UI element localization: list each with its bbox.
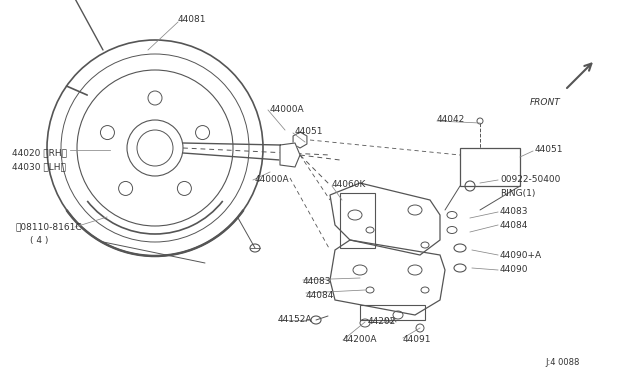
Bar xyxy=(460,148,520,186)
Text: 44051: 44051 xyxy=(295,127,323,136)
Text: ( 4 ): ( 4 ) xyxy=(30,236,49,245)
Text: 44200A: 44200A xyxy=(343,335,378,344)
Text: Ⓑ08110-8161C: Ⓑ08110-8161C xyxy=(15,222,82,231)
Text: 44084: 44084 xyxy=(306,291,334,300)
Text: 44030 〈LH〉: 44030 〈LH〉 xyxy=(12,162,66,171)
Text: 44051: 44051 xyxy=(535,145,563,154)
Text: 44042: 44042 xyxy=(437,115,465,124)
Text: 44081: 44081 xyxy=(178,15,207,24)
Text: 44090+A: 44090+A xyxy=(500,251,542,260)
Bar xyxy=(360,305,425,320)
Text: 44083: 44083 xyxy=(303,277,332,286)
Polygon shape xyxy=(280,143,300,167)
Text: 44090: 44090 xyxy=(500,265,529,274)
Text: 44091: 44091 xyxy=(403,335,431,344)
Text: 44000A: 44000A xyxy=(270,105,305,114)
Text: 44202: 44202 xyxy=(368,317,396,326)
Text: 44084: 44084 xyxy=(500,221,529,230)
Text: 44020 〈RH〉: 44020 〈RH〉 xyxy=(12,148,67,157)
Text: 00922-50400: 00922-50400 xyxy=(500,175,561,184)
Text: J:4 0088: J:4 0088 xyxy=(545,358,579,367)
Text: RING(1): RING(1) xyxy=(500,189,536,198)
Text: 44152A: 44152A xyxy=(278,315,312,324)
Text: 44060K: 44060K xyxy=(332,180,366,189)
Bar xyxy=(340,193,375,248)
Text: 44083: 44083 xyxy=(500,207,529,216)
Text: FRONT: FRONT xyxy=(530,98,561,107)
Text: 44000A: 44000A xyxy=(255,175,290,184)
